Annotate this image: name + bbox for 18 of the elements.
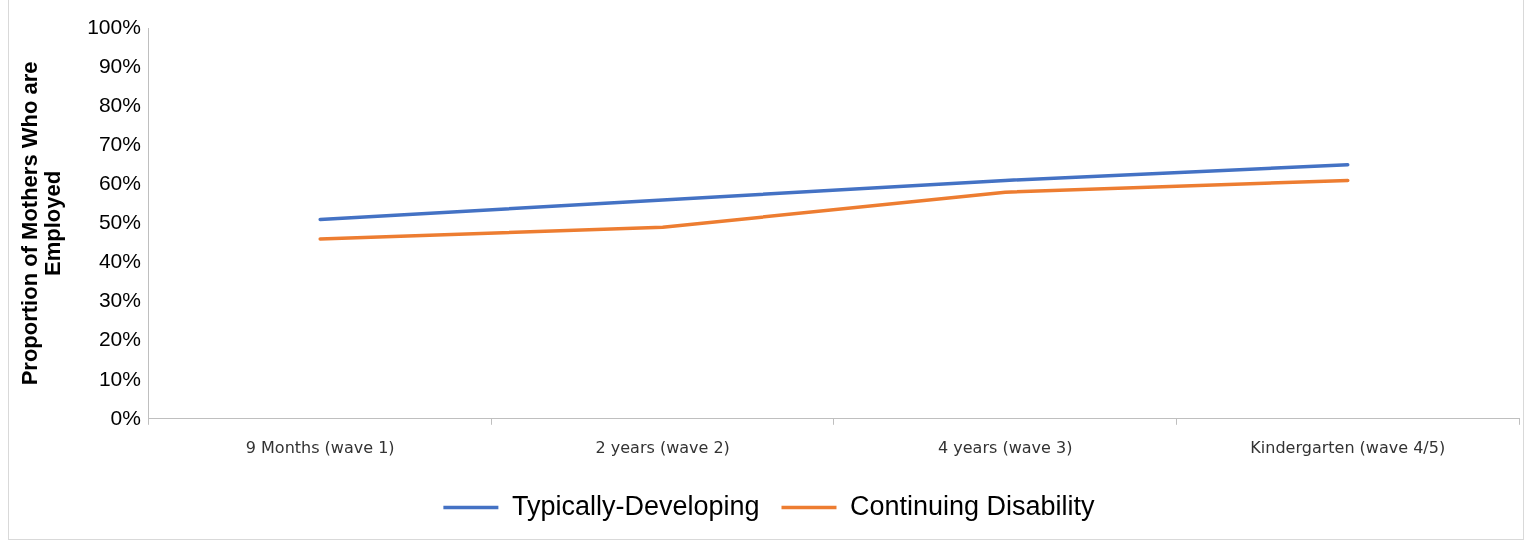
x-tick-label: Kindergarten (wave 4/5) — [1250, 437, 1446, 457]
y-tick-label: 60% — [98, 171, 141, 195]
y-tick-label: 0% — [110, 405, 141, 429]
y-tick-label: 10% — [98, 366, 141, 390]
y-tick-label: 30% — [98, 288, 141, 312]
y-axis-title: Proportion of Mothers Who are Employed — [16, 61, 65, 386]
legend-label: Typically-Developing — [511, 490, 760, 521]
y-tick-label: 70% — [98, 132, 141, 156]
x-tick-label: 4 years (wave 3) — [938, 437, 1073, 457]
legend-label: Continuing Disability — [850, 490, 1096, 521]
y-tick-label: 100% — [87, 14, 141, 38]
y-tick-label: 40% — [98, 249, 141, 273]
x-tick-label: 2 years (wave 2) — [595, 437, 730, 457]
x-tick-label: 9 Months (wave 1) — [245, 437, 395, 457]
y-tick-label: 20% — [98, 327, 141, 351]
y-tick-label: 50% — [98, 210, 141, 234]
y-tick-label: 90% — [98, 53, 141, 77]
y-tick-label: 80% — [98, 92, 141, 116]
